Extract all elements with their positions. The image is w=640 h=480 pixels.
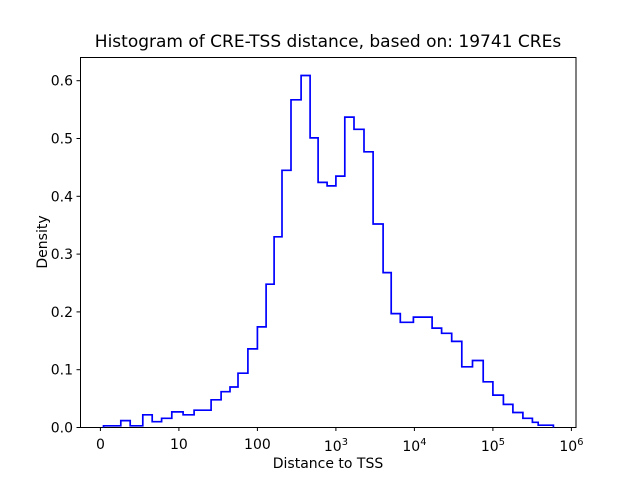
y-tick-label: 0.4 — [51, 189, 73, 205]
y-tick-label: 0.2 — [51, 305, 73, 321]
x-tick-label: 106 — [559, 437, 583, 455]
x-tick-label: 0 — [96, 437, 105, 453]
x-tick-label: 10 — [170, 437, 188, 453]
x-tick-label: 105 — [481, 437, 505, 455]
y-tick-label: 0.0 — [51, 421, 73, 437]
x-axis-ticks: 0 10 100 103 104 105 106 — [96, 427, 583, 455]
x-tick-label: 104 — [402, 437, 426, 455]
chart-title: Histogram of CRE-TSS distance, based on:… — [94, 32, 562, 52]
x-axis-label: Distance to TSS — [272, 456, 384, 472]
x-tick-label: 103 — [324, 437, 348, 455]
y-tick-label: 0.6 — [51, 74, 73, 90]
y-tick-label: 0.5 — [51, 132, 73, 148]
y-tick-label: 0.1 — [51, 363, 73, 379]
axes-frame — [80, 57, 577, 428]
y-axis-ticks: 0.0 0.1 0.2 0.3 0.4 0.5 0.6 — [51, 74, 80, 437]
y-tick-label: 0.3 — [51, 247, 73, 263]
histogram-step-line — [102, 74, 555, 428]
x-tick-label: 100 — [244, 437, 271, 453]
